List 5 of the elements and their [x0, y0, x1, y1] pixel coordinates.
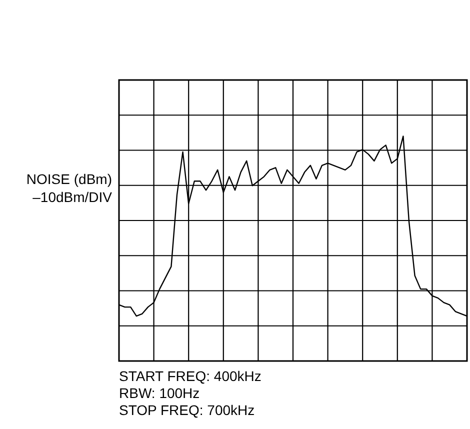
text: RBW: 100Hz [119, 385, 200, 401]
text: START FREQ: 400kHz [119, 368, 262, 384]
y-axis-title: NOISE (dBm) [26, 171, 112, 187]
text: –10dBm/DIV [32, 189, 113, 205]
text: STOP FREQ: 700kHz [119, 402, 255, 418]
